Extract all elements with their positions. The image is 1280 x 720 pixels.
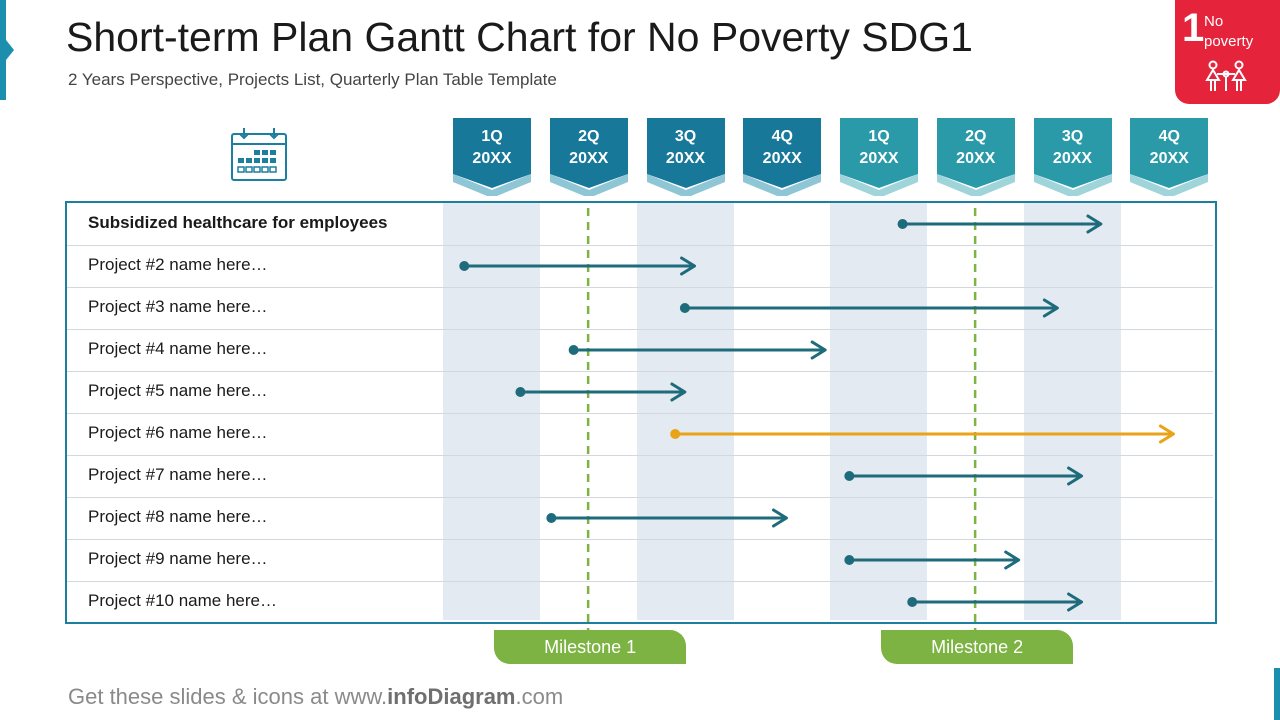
column-stripe — [443, 203, 540, 620]
quarter-year: 20XX — [1149, 150, 1189, 167]
left-accent-bar — [0, 0, 6, 100]
row-divider — [67, 371, 1213, 372]
gantt-arrow — [568, 340, 827, 360]
milestone-label: Milestone 2 — [881, 630, 1074, 664]
row-label: Project #10 name here… — [88, 591, 277, 610]
sdg-number: 1 — [1182, 6, 1205, 50]
gantt-arrow — [844, 466, 1084, 486]
quarter-year: 20XX — [472, 150, 512, 167]
row-label: Project #9 name here… — [88, 549, 268, 568]
quarter-year: 20XX — [859, 150, 899, 167]
row-divider — [67, 539, 1213, 540]
sdg-badge: 1 No poverty — [1175, 0, 1280, 104]
page-title: Short-term Plan Gantt Chart for No Pover… — [66, 14, 973, 60]
quarter-label: 3Q — [1061, 128, 1084, 145]
quarter-year: 20XX — [762, 150, 802, 167]
quarter-header-cell: 4Q 20XX — [743, 118, 822, 196]
column-stripe — [1023, 203, 1121, 620]
quarter-label: 1Q — [481, 128, 503, 145]
milestone-label: Milestone 1 — [494, 630, 687, 664]
quarter-label: 1Q — [868, 128, 890, 145]
quarter-header-cell: 2Q 20XX — [549, 118, 628, 196]
quarter-year: 20XX — [665, 150, 706, 167]
column-stripe — [830, 203, 927, 620]
footer-text: Get these slides & icons at www.infoDiag… — [68, 684, 563, 710]
gantt-table — [65, 201, 1217, 624]
quarter-header-cell: 1Q 20XX — [453, 118, 531, 196]
gantt-arrow — [844, 550, 1021, 570]
quarter-year: 20XX — [956, 150, 996, 167]
row-divider — [67, 413, 1213, 414]
row-label: Project #3 name here… — [88, 297, 268, 316]
footer-prefix: Get these slides & icons at www. — [68, 684, 388, 709]
quarter-header-cell: 4Q 20XX — [1130, 118, 1209, 196]
footer-brand: infoDiagram — [387, 684, 516, 709]
quarter-label: 2Q — [578, 128, 600, 145]
gantt-arrow — [907, 592, 1084, 612]
gantt-arrow — [897, 214, 1103, 234]
quarter-header-cell: 3Q 20XX — [1033, 118, 1112, 196]
quarter-year: 20XX — [1052, 150, 1093, 167]
gantt-arrow — [679, 298, 1059, 318]
row-label: Project #8 name here… — [88, 507, 268, 526]
row-divider — [67, 581, 1213, 582]
calendar-icon — [231, 128, 287, 181]
sdg-text-line1: No — [1204, 13, 1224, 30]
row-label: Project #6 name here… — [88, 423, 268, 442]
row-label: Project #7 name here… — [88, 465, 268, 484]
quarter-header-cell: 2Q 20XX — [936, 118, 1015, 196]
quarter-label: 4Q — [1158, 128, 1180, 145]
quarter-label: 2Q — [965, 128, 987, 145]
sdg-text: No poverty — [1204, 12, 1274, 52]
sdg-text-line2: poverty — [1204, 33, 1254, 50]
row-label: Project #2 name here… — [88, 255, 268, 274]
gantt-arrow — [515, 382, 687, 402]
quarter-header-cell: 3Q 20XX — [646, 118, 725, 196]
row-divider — [67, 329, 1213, 330]
row-divider — [67, 245, 1213, 246]
row-label: Project #4 name here… — [88, 339, 268, 358]
gantt-arrow — [546, 508, 788, 528]
row-label: Subsidized healthcare for employees — [88, 213, 388, 232]
row-label: Project #5 name here… — [88, 381, 268, 400]
quarter-header-cell: 1Q 20XX — [840, 118, 918, 196]
quarter-label: 4Q — [771, 128, 793, 145]
quarter-year: 20XX — [569, 150, 609, 167]
gantt-arrow — [459, 256, 697, 276]
left-accent-tip — [6, 40, 14, 60]
gantt-arrow — [670, 424, 1175, 444]
family-icon — [1205, 60, 1247, 91]
right-accent-bar — [1274, 668, 1280, 720]
page-subtitle: 2 Years Perspective, Projects List, Quar… — [68, 70, 557, 89]
row-divider — [67, 455, 1213, 456]
row-divider — [67, 497, 1213, 498]
row-divider — [67, 287, 1213, 288]
quarter-label: 3Q — [674, 128, 697, 145]
footer-suffix: .com — [515, 684, 564, 709]
